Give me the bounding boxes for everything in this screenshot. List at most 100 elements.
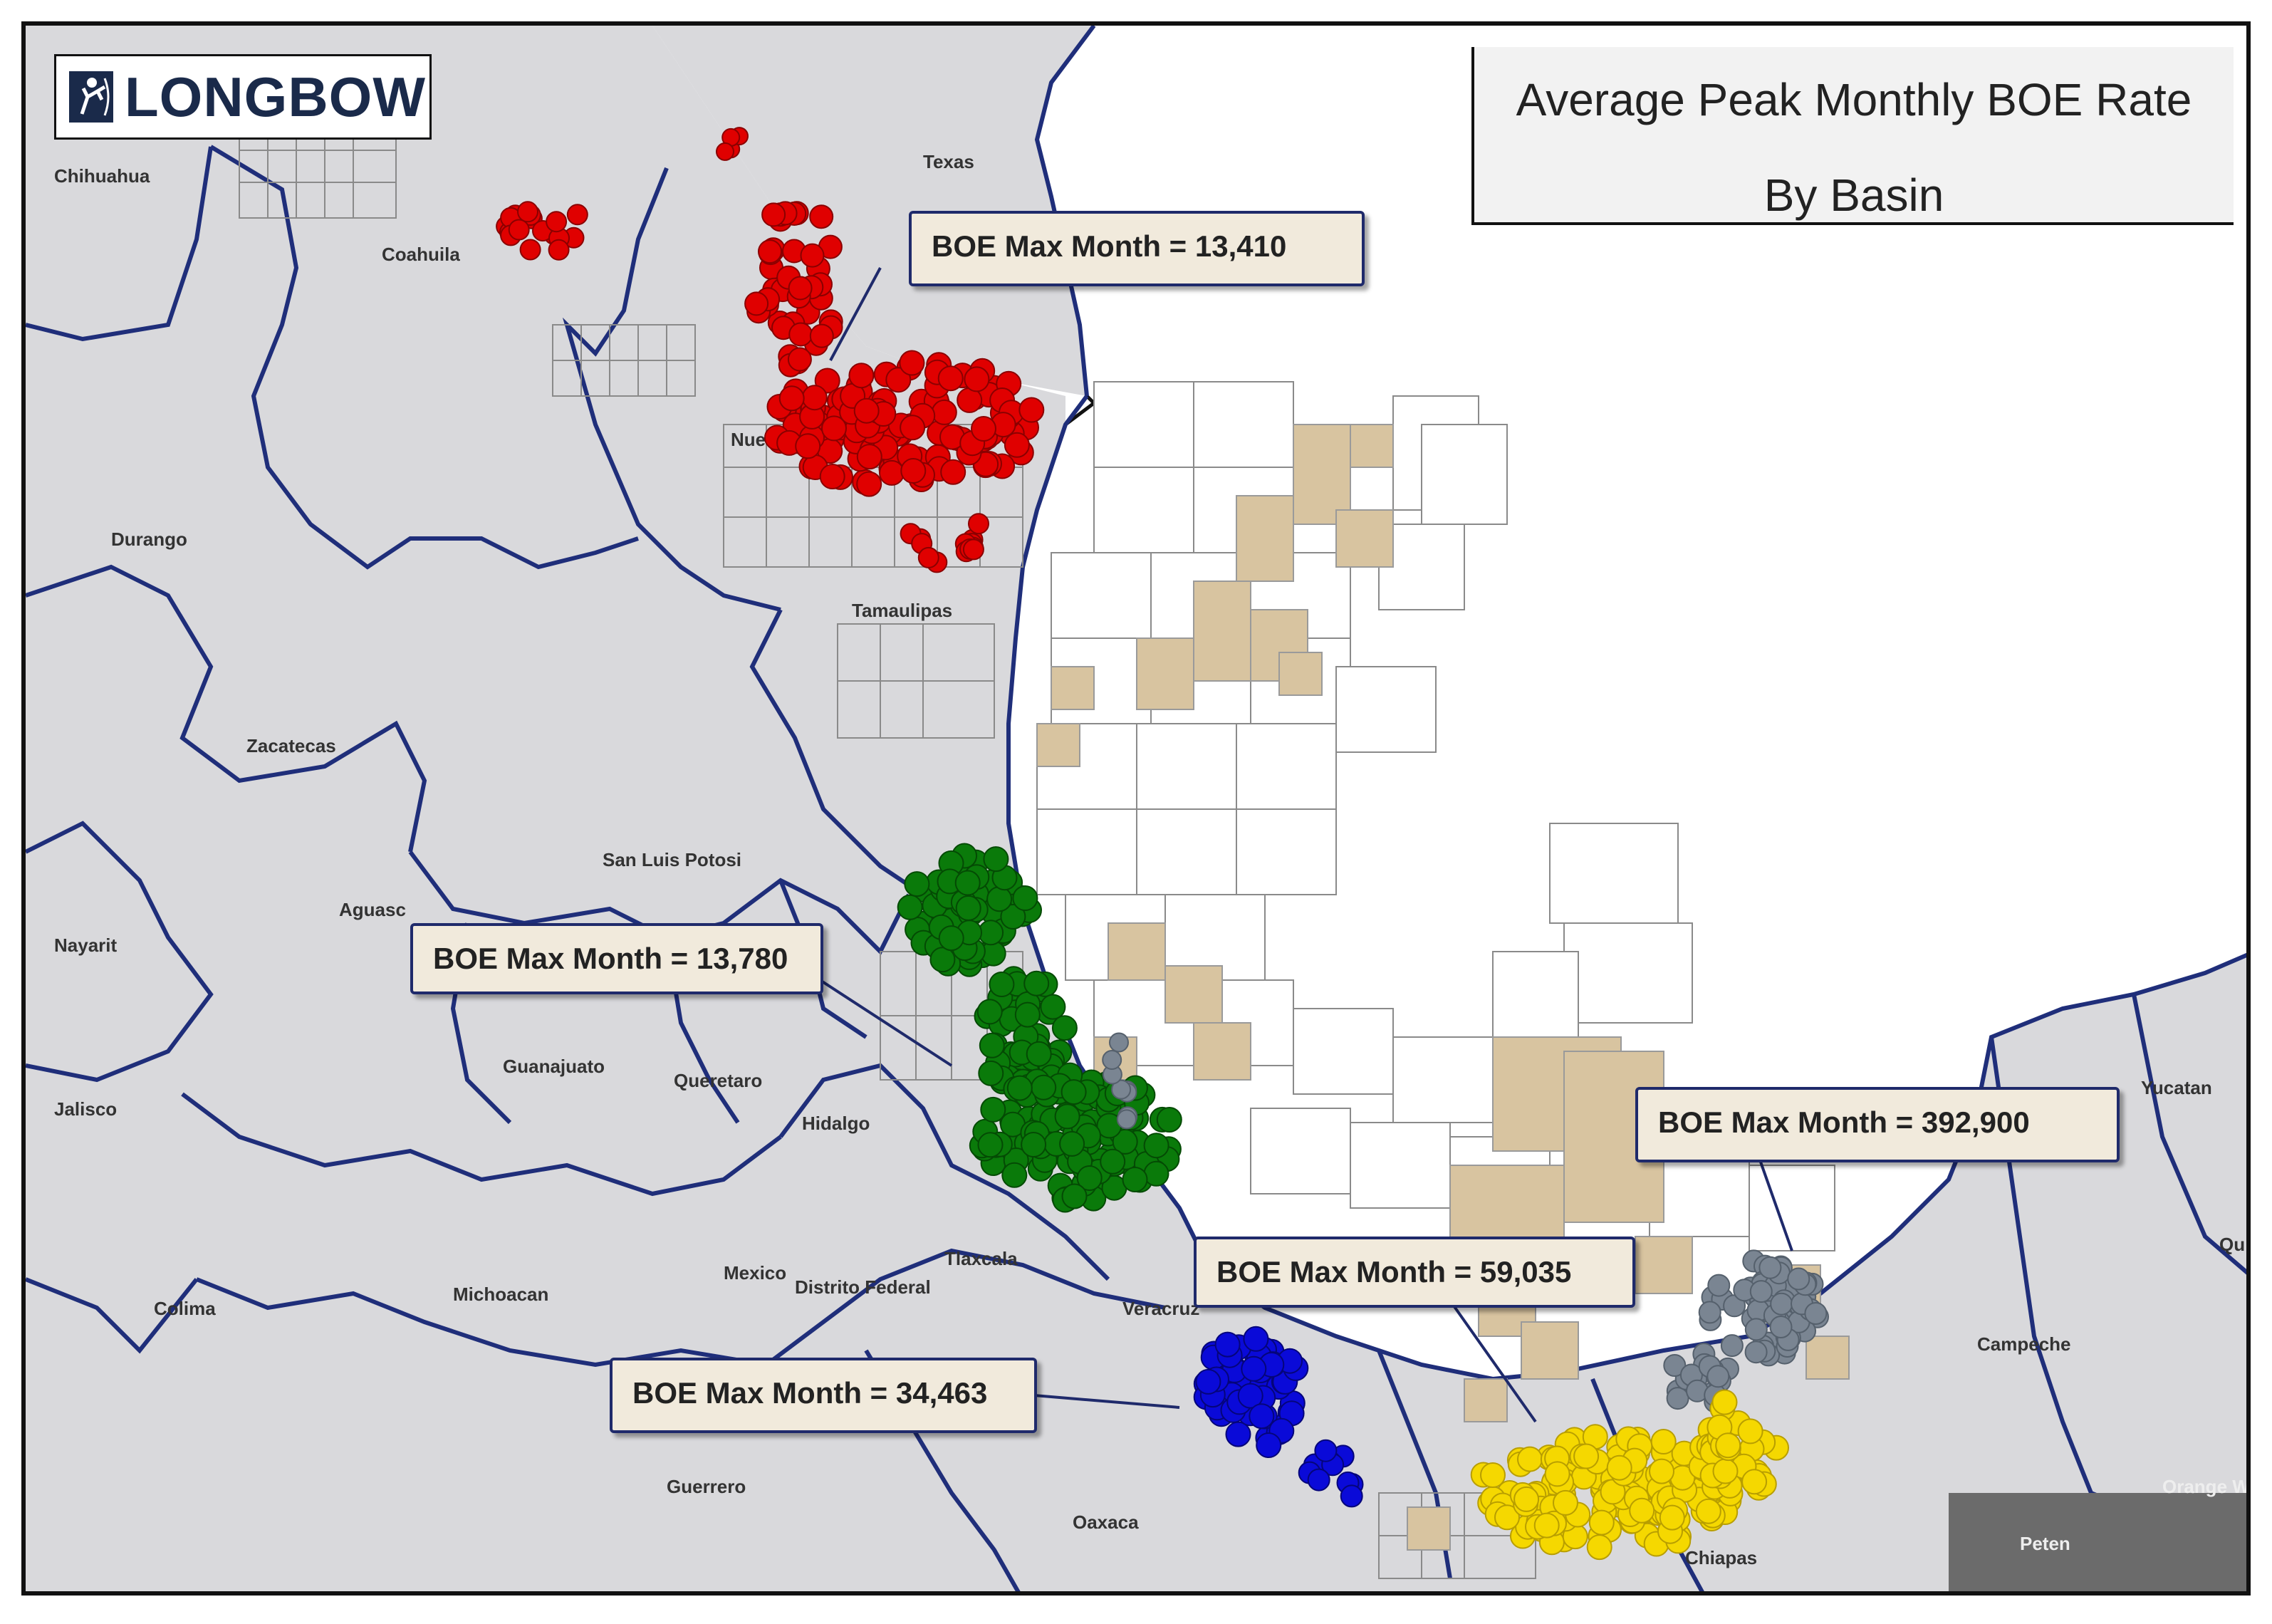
state-label: Aguasc (339, 899, 406, 920)
well-dot (788, 322, 813, 347)
well-dot (1054, 1103, 1080, 1130)
well-dot (1650, 1429, 1677, 1454)
well-dot (1698, 1301, 1721, 1324)
well-dot (1588, 1509, 1615, 1536)
well-dot (1695, 1498, 1721, 1524)
well-dot (1758, 1256, 1782, 1279)
well-dot (1023, 970, 1050, 996)
well-dot (1340, 1484, 1363, 1508)
callout-green-basin: BOE Max Month = 13,780 (410, 923, 823, 994)
peten-region (1949, 1493, 2246, 1591)
well-dot (787, 347, 812, 372)
state-label: Guerrero (667, 1476, 746, 1497)
basin-map[interactable]: Chihuahua Coahuila Texas Nuevo L Durango… (26, 26, 2251, 1596)
well-dot (1770, 1292, 1793, 1316)
well-dot (1256, 1432, 1282, 1458)
well-dot (1513, 1486, 1540, 1512)
well-dot (1517, 1446, 1543, 1472)
state-label: Peten (2020, 1533, 2070, 1554)
well-dot (1769, 1316, 1793, 1338)
well-dot (744, 291, 769, 316)
well-dot (1480, 1462, 1506, 1488)
well-dot (1707, 1274, 1731, 1297)
well-dot (1004, 432, 1030, 458)
well-dot (1804, 1302, 1828, 1325)
well-dot (856, 444, 882, 470)
well-dot (517, 201, 538, 223)
well-dot (1314, 1439, 1338, 1462)
well-dot (1573, 1443, 1600, 1469)
well-dot (1629, 1497, 1655, 1524)
gray-basin-wells (1102, 1032, 1829, 1413)
well-dot (809, 323, 834, 348)
well-dot (1059, 1130, 1085, 1157)
texas-land (652, 26, 1094, 396)
well-dot (801, 385, 828, 411)
well-dot (937, 365, 964, 392)
well-dot (1237, 1383, 1263, 1409)
well-dot (979, 1032, 1005, 1058)
well-dot (1001, 1162, 1028, 1188)
state-label: San Luis Potosi (603, 849, 741, 870)
well-dot (1744, 1341, 1768, 1364)
state-label: Orange W (2162, 1476, 2250, 1497)
well-dot (758, 239, 782, 264)
well-dot (1553, 1489, 1578, 1516)
state-label: Durango (111, 529, 187, 550)
well-dot (1061, 1079, 1087, 1105)
well-dot (1249, 1403, 1275, 1430)
well-dot (900, 415, 926, 441)
state-label: Nayarit (54, 935, 117, 956)
well-dot (548, 239, 570, 261)
well-dot (1143, 1160, 1169, 1187)
well-dot (1214, 1331, 1241, 1358)
land-mass (26, 26, 2246, 1591)
well-dot (800, 243, 825, 268)
well-dot (977, 1132, 1004, 1158)
well-dot (1051, 1015, 1078, 1041)
well-dot (1494, 1504, 1520, 1531)
well-dot (1241, 1355, 1267, 1382)
state-label: Jalisco (54, 1098, 117, 1120)
well-dot (1744, 1318, 1768, 1341)
well-dot (1012, 885, 1038, 911)
state-borders (26, 26, 2246, 1591)
well-dot (1195, 1368, 1221, 1395)
state-label: Coahuila (382, 244, 460, 265)
well-dot (761, 202, 786, 227)
state-label: Oaxaca (1073, 1511, 1139, 1533)
state-label: Qu (2219, 1234, 2245, 1255)
well-dot (931, 399, 957, 425)
well-dot (853, 397, 880, 424)
well-dot (962, 538, 984, 561)
well-dot (1712, 1458, 1739, 1484)
well-dot (1122, 1167, 1148, 1192)
state-label: Tamaulipas (852, 600, 952, 621)
well-dot (1018, 397, 1045, 423)
state-label: Colima (154, 1298, 216, 1319)
title-line-1: Average Peak Monthly BOE Rate (1516, 74, 2192, 125)
well-dot (1715, 1432, 1741, 1459)
well-dot (1026, 1041, 1052, 1067)
callout-gray-basin: BOE Max Month = 392,900 (1635, 1087, 2120, 1162)
well-dot (1663, 1354, 1687, 1377)
well-dot (1243, 1326, 1269, 1352)
well-dot (1109, 1032, 1129, 1053)
state-label: Chihuahua (54, 165, 150, 187)
well-dot (954, 870, 981, 896)
well-dot (1100, 1148, 1126, 1175)
well-dot (1040, 994, 1066, 1020)
state-label: Queretaro (674, 1070, 762, 1091)
well-dot (848, 363, 875, 389)
callout-yellow-basin: BOE Max Month = 59,035 (1194, 1237, 1635, 1308)
well-dot (1544, 1461, 1570, 1487)
well-dot (986, 886, 1013, 912)
well-dot (978, 920, 1004, 946)
well-dot (955, 895, 981, 921)
state-label: Hidalgo (802, 1113, 870, 1134)
callout-blue-basin: BOE Max Month = 34,463 (610, 1358, 1037, 1433)
yellow-basin-wells (1470, 1389, 1789, 1561)
logo-text: LONGBOW (125, 65, 426, 128)
well-dot (885, 367, 912, 393)
well-dot (1225, 1421, 1251, 1447)
